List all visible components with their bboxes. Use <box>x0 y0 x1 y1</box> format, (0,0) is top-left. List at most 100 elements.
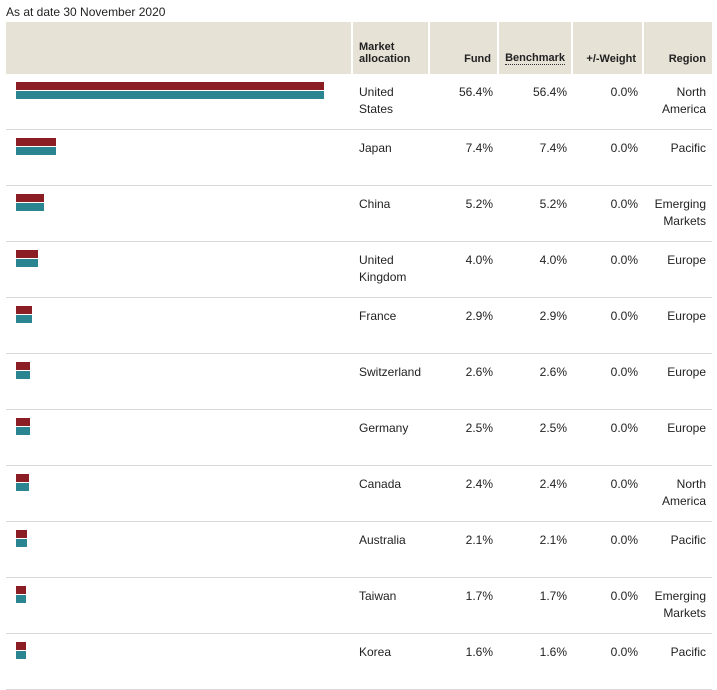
allocation-bars <box>6 242 353 297</box>
region-value: Pacific <box>670 141 706 155</box>
benchmark-bar <box>16 427 30 435</box>
weight-value: 0.0% <box>610 197 638 211</box>
region-value: Europe <box>667 421 706 435</box>
benchmark-bar <box>16 595 26 603</box>
allocation-bars <box>6 634 353 689</box>
header-fund-label: Fund <box>464 53 491 65</box>
table-row: Australia 2.1% 2.1% 0.0% Pacific <box>6 522 712 578</box>
table-row: Taiwan 1.7% 1.7% 0.0% Emerging Markets <box>6 578 712 634</box>
header-weight-label: +/-Weight <box>586 53 636 65</box>
benchmark-value: 2.1% <box>539 533 567 547</box>
benchmark-value: 56.4% <box>532 85 567 99</box>
fund-value: 4.0% <box>465 253 493 267</box>
fund-value: 7.4% <box>465 141 493 155</box>
allocation-bars <box>6 522 353 577</box>
weight-value: 0.0% <box>610 421 638 435</box>
weight-value: 0.0% <box>610 253 638 267</box>
benchmark-bar <box>16 371 31 379</box>
benchmark-value: 7.4% <box>539 141 567 155</box>
benchmark-value: 4.0% <box>539 253 567 267</box>
region-value: Emerging Markets <box>654 589 706 620</box>
fund-bar <box>16 250 38 258</box>
header-market-allocation: Market allocation <box>353 22 430 74</box>
benchmark-bar <box>16 147 57 155</box>
fund-value: 1.6% <box>465 645 493 659</box>
fund-value: 2.9% <box>465 309 493 323</box>
allocation-bars <box>6 354 353 409</box>
market-name: Canada <box>359 477 402 491</box>
allocation-bars <box>6 466 353 521</box>
benchmark-bar <box>16 483 30 491</box>
header-fund: Fund <box>430 22 499 74</box>
header-market-label: Market allocation <box>359 41 411 65</box>
region-value: Pacific <box>670 645 706 659</box>
weight-value: 0.0% <box>610 589 638 603</box>
benchmark-value: 2.5% <box>539 421 567 435</box>
benchmark-bar <box>16 91 324 99</box>
table-row: Japan 7.4% 7.4% 0.0% Pacific <box>6 130 712 186</box>
fund-value: 2.6% <box>465 365 493 379</box>
region-value: Europe <box>667 253 706 267</box>
allocation-bars <box>6 130 353 185</box>
weight-value: 0.0% <box>610 309 638 323</box>
table-row: Canada 2.4% 2.4% 0.0% North America <box>6 466 712 522</box>
fund-bar <box>16 418 30 426</box>
market-name: China <box>359 197 391 211</box>
market-name: United States <box>359 85 394 116</box>
table-row: Germany 2.5% 2.5% 0.0% Europe <box>6 410 712 466</box>
table-row: France 2.9% 2.9% 0.0% Europe <box>6 298 712 354</box>
weight-value: 0.0% <box>610 141 638 155</box>
table-row: Korea 1.6% 1.6% 0.0% Pacific <box>6 634 712 690</box>
fund-value: 2.4% <box>465 477 493 491</box>
header-weight: +/-Weight <box>573 22 644 74</box>
allocation-bars <box>6 298 353 353</box>
allocation-bars <box>6 74 353 129</box>
market-name: Switzerland <box>359 365 422 379</box>
fund-bar <box>16 474 30 482</box>
header-benchmark[interactable]: Benchmark <box>499 22 573 74</box>
benchmark-value: 1.7% <box>539 589 567 603</box>
table-row: United Kingdom 4.0% 4.0% 0.0% Europe <box>6 242 712 298</box>
weight-value: 0.0% <box>610 85 638 99</box>
weight-value: 0.0% <box>610 645 638 659</box>
header-bar-column <box>6 22 353 74</box>
header-region-label: Region <box>668 53 706 65</box>
header-benchmark-label[interactable]: Benchmark <box>505 52 565 65</box>
allocation-bars <box>6 578 353 633</box>
fund-bar <box>16 306 32 314</box>
fund-value: 2.5% <box>465 421 493 435</box>
fund-bar <box>16 642 26 650</box>
fund-value: 5.2% <box>465 197 493 211</box>
benchmark-bar <box>16 259 38 267</box>
fund-bar <box>16 530 28 538</box>
as-at-date: As at date 30 November 2020 <box>6 5 166 19</box>
fund-value: 56.4% <box>458 85 493 99</box>
benchmark-bar <box>16 203 45 211</box>
market-name: Korea <box>359 645 392 659</box>
fund-bar <box>16 138 57 146</box>
market-name: Japan <box>359 141 392 155</box>
benchmark-bar <box>16 651 26 659</box>
weight-value: 0.0% <box>610 533 638 547</box>
benchmark-bar <box>16 315 32 323</box>
region-value: North America <box>661 85 706 116</box>
weight-value: 0.0% <box>610 477 638 491</box>
region-value: Europe <box>667 309 706 323</box>
header-region: Region <box>644 22 712 74</box>
benchmark-value: 2.6% <box>539 365 567 379</box>
market-name: Australia <box>359 533 406 547</box>
region-value: Europe <box>667 365 706 379</box>
fund-value: 2.1% <box>465 533 493 547</box>
weight-value: 0.0% <box>610 365 638 379</box>
table-header: Market allocation Fund Benchmark +/-Weig… <box>6 22 712 74</box>
fund-value: 1.7% <box>465 589 493 603</box>
benchmark-bar <box>16 539 28 547</box>
benchmark-value: 1.6% <box>539 645 567 659</box>
fund-bar <box>16 82 324 90</box>
allocation-bars <box>6 186 353 241</box>
fund-bar <box>16 194 45 202</box>
table-row: United States 56.4% 56.4% 0.0% North America <box>6 74 712 130</box>
market-name: Taiwan <box>359 589 397 603</box>
table-row: China 5.2% 5.2% 0.0% Emerging Markets <box>6 186 712 242</box>
fund-bar <box>16 586 26 594</box>
